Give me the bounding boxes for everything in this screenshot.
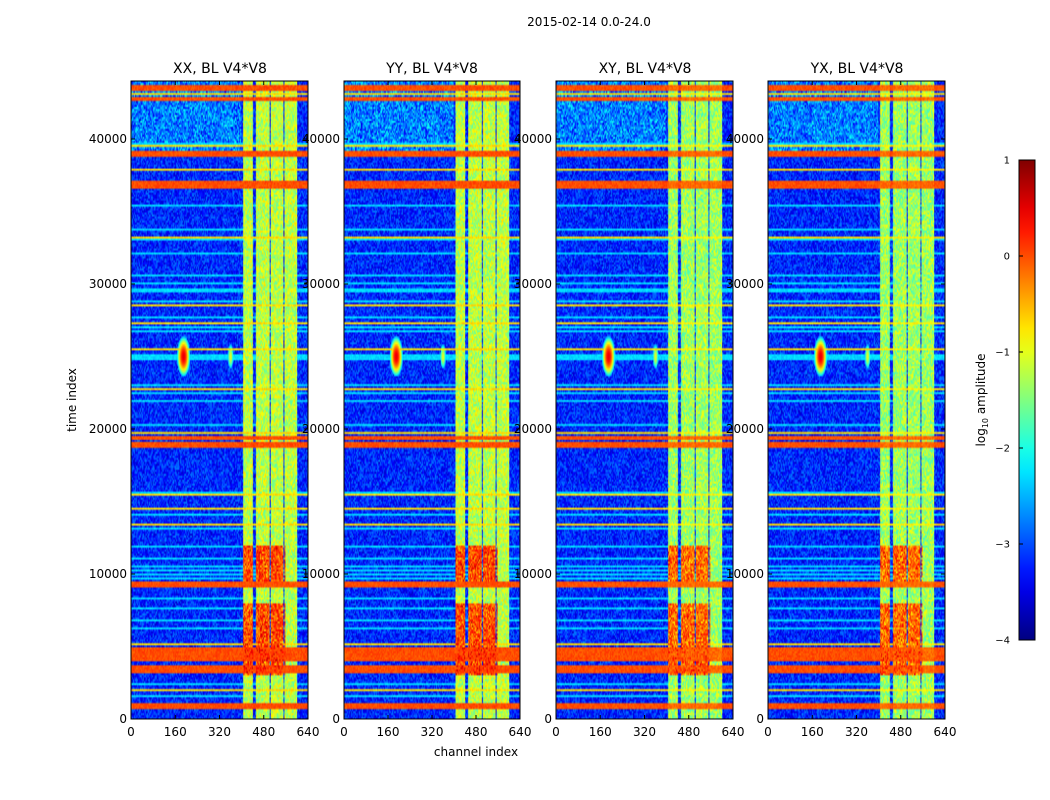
- x-tick-label: 0: [127, 725, 135, 739]
- x-tick-label: 160: [164, 725, 187, 739]
- panel-xx: XX, BL V4*V8: [130, 61, 309, 720]
- y-tick-label: 0: [119, 712, 127, 726]
- colorbar-tick-label: −3: [995, 540, 1010, 551]
- colorbar-label-log: log: [974, 428, 988, 446]
- x-tick-label: 160: [801, 725, 824, 739]
- heatmap-image-yy: [344, 81, 520, 719]
- y-tick-label: 20000: [302, 422, 340, 436]
- x-tick-label: 480: [252, 725, 275, 739]
- figure-suptitle: 2015-02-14 0.0-24.0: [527, 15, 651, 29]
- panel-xy: XY, BL V4*V8: [555, 61, 734, 720]
- x-tick-label: 480: [677, 725, 700, 739]
- y-tick-label: 30000: [726, 277, 764, 291]
- panel-yy: YY, BL V4*V8: [343, 61, 521, 720]
- y-tick-label: 0: [332, 712, 340, 726]
- y-tick-label: 40000: [302, 132, 340, 146]
- panel-title-xy: XY, BL V4*V8: [599, 61, 692, 77]
- panel-title-xx: XX, BL V4*V8: [173, 61, 267, 77]
- y-tick-label: 30000: [514, 277, 552, 291]
- x-tick-label: 640: [722, 725, 745, 739]
- y-tick-label: 40000: [726, 132, 764, 146]
- x-tick-label: 480: [465, 725, 488, 739]
- x-tick-label: 320: [421, 725, 444, 739]
- ticks-layer: 0 160 320 480 640 0 10000 20000 30000 40000 0 160 32…: [89, 81, 957, 739]
- x-tick-label: 0: [552, 725, 560, 739]
- colorbar-ticks: 1 0 −1 −2 −3 −4: [995, 156, 1023, 647]
- colorbar-tick-label: −2: [995, 444, 1010, 455]
- y-tick-label: 0: [756, 712, 764, 726]
- panel-yx: YX, BL V4*V8: [767, 61, 946, 720]
- x-tick-label: 640: [934, 725, 957, 739]
- x-tick-label: 640: [509, 725, 532, 739]
- x-tick-label: 320: [208, 725, 231, 739]
- x-tick-label: 320: [633, 725, 656, 739]
- colorbar-gradient: [1019, 160, 1035, 640]
- y-tick-label: 30000: [89, 277, 127, 291]
- colorbar-tick-label: −4: [995, 636, 1010, 647]
- colorbar-label-rest: amplitude: [974, 354, 988, 418]
- x-tick-label: 160: [377, 725, 400, 739]
- y-tick-label: 10000: [89, 567, 127, 581]
- x-tick-label: 160: [589, 725, 612, 739]
- colorbar-tick-label: 0: [1004, 252, 1010, 263]
- x-tick-label: 0: [340, 725, 348, 739]
- colorbar: 10−1−2−3−4 log10 amplitude: [974, 156, 1036, 647]
- panel-title-yy: YY, BL V4*V8: [385, 61, 478, 77]
- y-tick-label: 30000: [302, 277, 340, 291]
- heatmap-image-xx: [131, 81, 308, 719]
- colorbar-frame: [1018, 159, 1036, 641]
- y-tick-label: 40000: [89, 132, 127, 146]
- y-tick-label: 20000: [514, 422, 552, 436]
- y-tick-label: 10000: [302, 567, 340, 581]
- y-axis-label: time index: [65, 368, 79, 432]
- y-tick-label: 20000: [89, 422, 127, 436]
- colorbar-label: log10 amplitude: [974, 354, 990, 447]
- x-tick-label: 480: [889, 725, 912, 739]
- y-tick-label: 20000: [726, 422, 764, 436]
- colorbar-label-sub: 10: [981, 418, 990, 428]
- heatmap-image-xy: [556, 81, 733, 719]
- y-tick-label: 10000: [726, 567, 764, 581]
- heatmap-image-yx: [768, 81, 945, 719]
- colorbar-tick-label: 1: [1004, 156, 1010, 167]
- x-tick-label: 320: [845, 725, 868, 739]
- x-tick-label: 640: [297, 725, 320, 739]
- y-tick-label: 40000: [514, 132, 552, 146]
- x-tick-label: 0: [764, 725, 772, 739]
- colorbar-tick-label: −1: [995, 348, 1010, 359]
- y-tick-label: 0: [544, 712, 552, 726]
- y-tick-label: 10000: [514, 567, 552, 581]
- x-axis-label: channel index: [434, 745, 518, 759]
- panel-title-yx: YX, BL V4*V8: [810, 61, 904, 77]
